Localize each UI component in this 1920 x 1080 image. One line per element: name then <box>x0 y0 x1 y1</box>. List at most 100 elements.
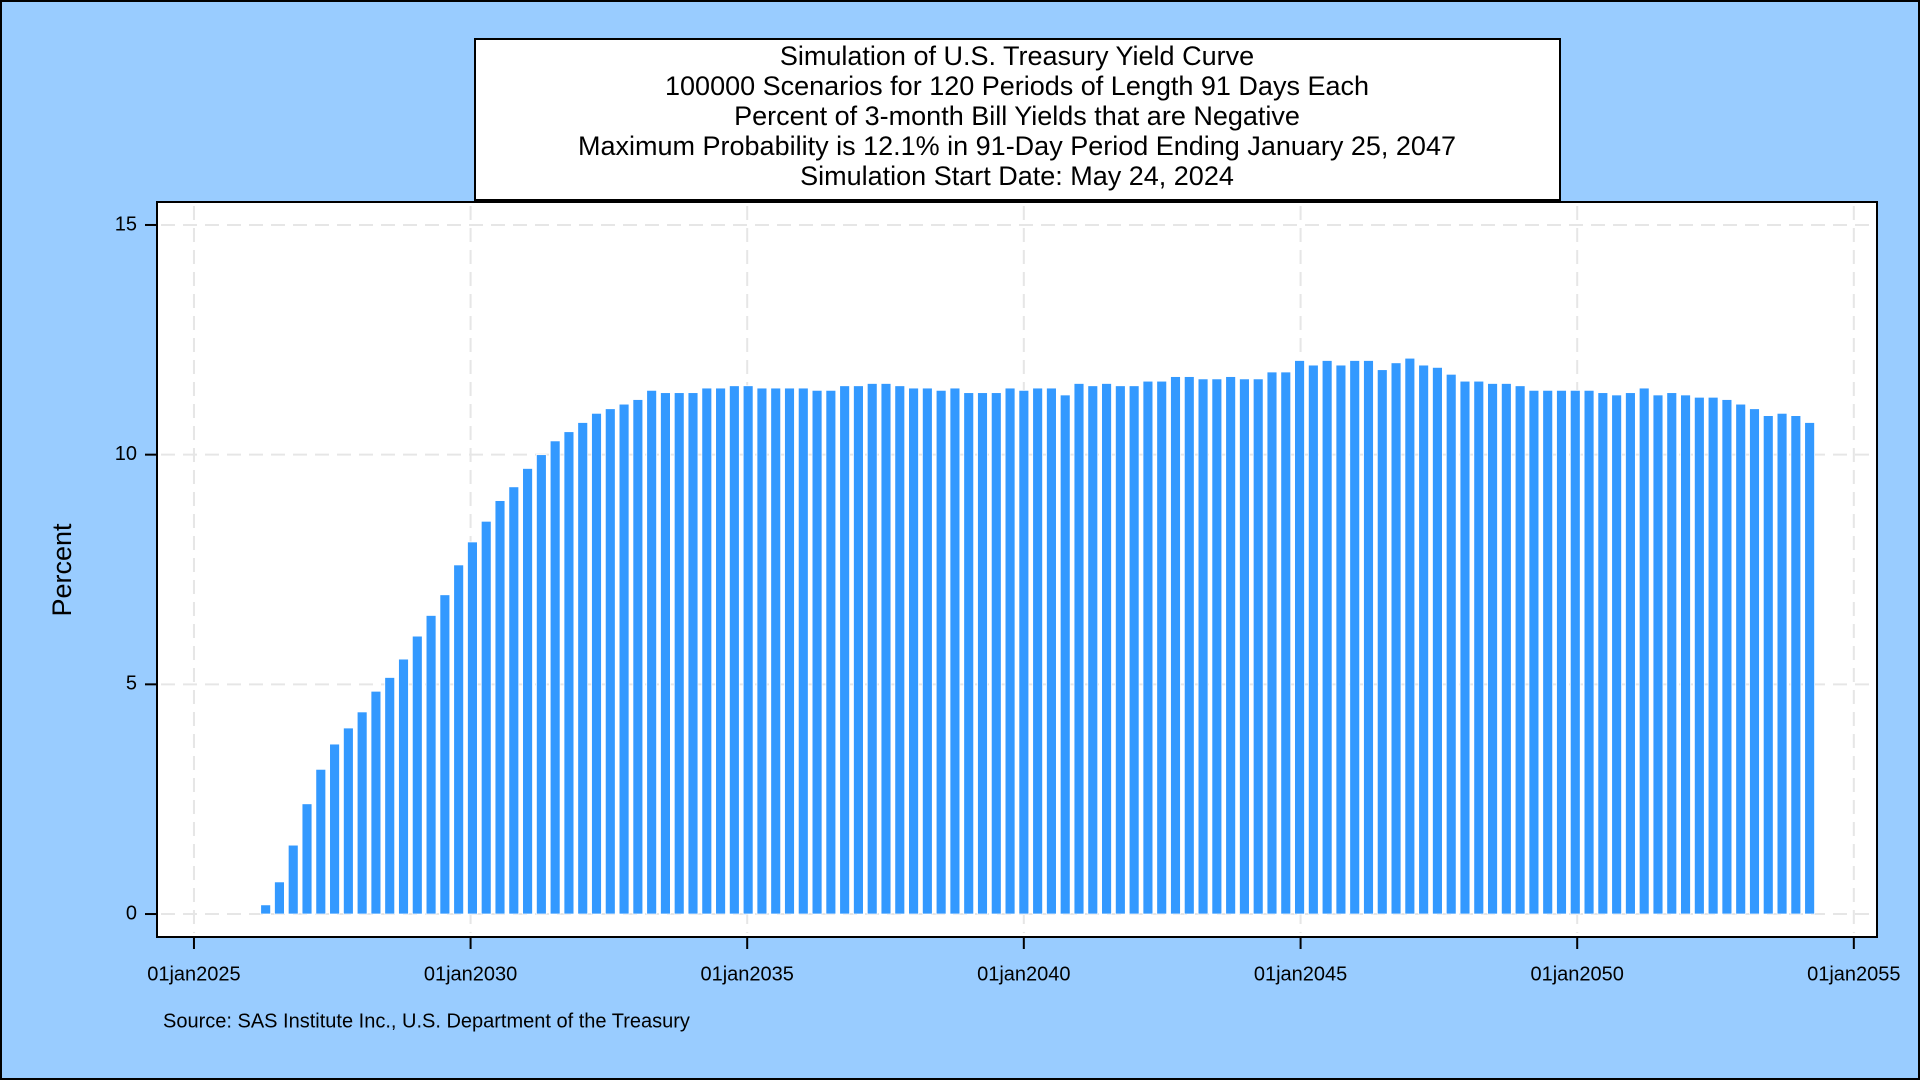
x-tick-label: 01jan2045 <box>1254 963 1347 985</box>
bar <box>1307 364 1319 915</box>
bar <box>1363 360 1374 915</box>
bar <box>1004 387 1016 915</box>
bar <box>1335 364 1347 915</box>
x-tick-label: 01jan2050 <box>1530 963 1623 985</box>
bar <box>1114 385 1126 915</box>
bar <box>1059 394 1071 915</box>
y-axis-label: Percent <box>47 523 77 617</box>
bar <box>1252 378 1264 915</box>
bar <box>1735 403 1747 915</box>
bar <box>1459 380 1471 915</box>
bar <box>453 564 465 915</box>
bar <box>1073 383 1085 915</box>
bar <box>687 392 699 915</box>
bar <box>728 385 740 915</box>
bar <box>1418 364 1429 915</box>
bar <box>949 387 961 915</box>
x-tick-label: 01jan2040 <box>977 963 1070 985</box>
bar <box>1280 371 1292 915</box>
bar <box>977 392 988 915</box>
bar <box>618 403 630 915</box>
x-tick-label: 01jan2025 <box>147 963 240 985</box>
bar <box>1266 371 1278 915</box>
chart-title: Simulation of U.S. Treasury Yield Curve <box>780 41 1254 71</box>
bar <box>839 385 851 915</box>
bar <box>1018 389 1030 915</box>
bar <box>770 387 782 915</box>
bar <box>1693 396 1705 915</box>
bar <box>260 904 272 915</box>
x-tick-label: 01jan2055 <box>1807 963 1900 985</box>
bar <box>756 387 768 915</box>
bar <box>1197 378 1209 915</box>
bar <box>1376 369 1388 915</box>
bar <box>1638 387 1650 915</box>
bar <box>1749 408 1760 915</box>
bar <box>894 385 906 915</box>
bar <box>384 677 396 915</box>
bar <box>274 881 285 915</box>
bar <box>577 422 589 915</box>
bar <box>660 392 671 915</box>
bar <box>1321 360 1333 915</box>
bar <box>1514 385 1526 915</box>
bar <box>1101 383 1112 915</box>
bar <box>425 615 437 915</box>
bar <box>853 385 864 915</box>
bar <box>411 635 423 915</box>
bar <box>1790 415 1802 915</box>
bar <box>1142 380 1154 915</box>
bar <box>480 520 492 915</box>
bar <box>1569 389 1581 915</box>
source-note: Source: SAS Institute Inc., U.S. Departm… <box>163 1010 690 1032</box>
bar <box>1239 378 1250 915</box>
bar <box>784 387 795 915</box>
bar <box>742 385 754 915</box>
bar <box>963 392 975 915</box>
bar <box>1349 360 1361 915</box>
bar <box>646 389 658 915</box>
bar <box>715 387 726 915</box>
bar <box>1652 394 1664 915</box>
bar <box>398 658 409 915</box>
bar <box>1528 389 1540 915</box>
x-tick-label: 01jan2035 <box>700 963 793 985</box>
bar <box>301 803 313 915</box>
bar <box>825 389 837 915</box>
bar <box>880 383 892 915</box>
bar <box>701 387 713 915</box>
bar <box>1225 376 1236 915</box>
bar <box>329 743 340 915</box>
bar <box>1211 378 1223 915</box>
bar <box>1445 373 1457 915</box>
x-tick-label: 01jan2030 <box>424 963 517 985</box>
bar <box>604 408 616 915</box>
bar <box>1156 380 1168 915</box>
bar <box>1046 387 1057 915</box>
bar <box>439 594 451 915</box>
bar <box>990 392 1002 915</box>
bar <box>287 844 299 915</box>
bar <box>549 440 561 915</box>
bar <box>1611 394 1622 915</box>
bar <box>1556 389 1567 915</box>
bar <box>1390 362 1402 915</box>
bar <box>315 768 327 915</box>
bar <box>1776 412 1788 915</box>
bar <box>1500 383 1512 915</box>
chart-title: Simulation Start Date: May 24, 2024 <box>800 161 1234 191</box>
bar <box>1128 385 1140 915</box>
bar <box>1583 389 1595 915</box>
bar <box>1625 392 1636 915</box>
bar <box>1183 376 1195 915</box>
bar <box>1032 387 1044 915</box>
y-tick-label: 0 <box>126 902 137 924</box>
chart-title: Percent of 3-month Bill Yields that are … <box>734 101 1300 131</box>
bar <box>811 389 823 915</box>
bar <box>1597 392 1609 915</box>
bar <box>1294 360 1305 915</box>
bar <box>1762 415 1774 915</box>
bar <box>673 392 685 915</box>
bar <box>522 468 533 915</box>
bar <box>1542 389 1554 915</box>
